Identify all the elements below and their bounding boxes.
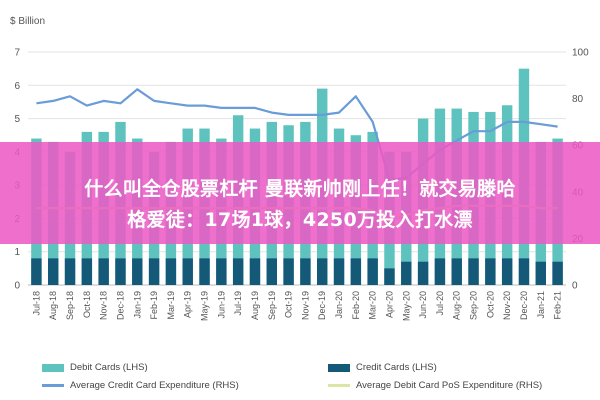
right-axis-tick-label: 100 bbox=[572, 48, 589, 59]
x-axis-tick-label: May-19 bbox=[200, 291, 210, 321]
bar-credit-cards bbox=[182, 258, 193, 285]
x-axis-tick-label: Nov-18 bbox=[99, 291, 109, 320]
legend-swatch-avg-debit bbox=[328, 384, 350, 387]
legend-label-avg-debit: Average Debit Card PoS Expenditure (RHS) bbox=[356, 380, 543, 391]
bar-credit-cards bbox=[417, 261, 429, 285]
legend-item-avg-debit: Average Debit Card PoS Expenditure (RHS) bbox=[328, 380, 542, 391]
x-axis-tick-label: Aug-18 bbox=[48, 291, 58, 320]
x-axis-tick-label: Nov-20 bbox=[502, 291, 512, 320]
legend-swatch-avg-credit bbox=[42, 384, 64, 387]
x-axis-tick-label: Sep-20 bbox=[469, 291, 479, 320]
left-axis-tick-label: 1 bbox=[14, 247, 20, 258]
legend-item-avg-credit: Average Credit Card Expenditure (RHS) bbox=[42, 380, 239, 391]
bar-credit-cards bbox=[401, 261, 412, 285]
legend-swatch-credit bbox=[328, 363, 350, 372]
left-axis-tick-label: 7 bbox=[14, 48, 20, 59]
bar-credit-cards bbox=[535, 261, 546, 285]
line-avg-credit-card-expenditure bbox=[36, 88, 558, 182]
bar-credit-cards bbox=[384, 268, 395, 285]
overlay-headline-line1: 什么叫全仓股票杠杆 曼联新帅刚上任！就交易滕哈 bbox=[84, 178, 516, 200]
left-axis-tick-label: 5 bbox=[14, 114, 20, 125]
x-axis-tick-label: Apr-20 bbox=[384, 291, 394, 318]
bar-credit-cards bbox=[552, 261, 563, 285]
x-axis-tick-label: Aug-20 bbox=[452, 291, 462, 320]
x-axis-tick-label: Mar-19 bbox=[166, 291, 176, 320]
bar-credit-cards bbox=[501, 258, 513, 285]
x-axis-tick-label: Jan-21 bbox=[536, 291, 546, 319]
bar-credit-cards bbox=[434, 258, 446, 285]
x-axis-tick-label: Dec-20 bbox=[519, 291, 529, 320]
legend-label-avg-credit: Average Credit Card Expenditure (RHS) bbox=[70, 380, 239, 391]
x-axis-tick-label: Mar-20 bbox=[368, 291, 378, 320]
bar-credit-cards bbox=[367, 258, 378, 285]
bar-credit-cards bbox=[199, 258, 210, 285]
bar-credit-cards bbox=[64, 258, 76, 285]
x-axis-tick-label: Oct-18 bbox=[82, 291, 92, 318]
legend-label-credit: Credit Cards (LHS) bbox=[356, 362, 437, 373]
bar-credit-cards bbox=[249, 258, 261, 285]
bar-credit-cards bbox=[98, 258, 109, 285]
bar-credit-cards bbox=[165, 258, 177, 285]
unit-label: $ Billion bbox=[10, 16, 45, 27]
legend: Debit Cards (LHS) Credit Cards (LHS) Ave… bbox=[0, 358, 600, 400]
x-axis-ticks: Jul-18 Aug-18 Sep-18 Oct-18 Nov-18 Dec-18 Jan-… bbox=[31, 291, 562, 321]
bar-credit-cards bbox=[518, 258, 530, 285]
bar-credit-cards bbox=[283, 258, 294, 285]
x-axis-tick-label: Sep-18 bbox=[65, 291, 75, 320]
bar-credit-cards bbox=[317, 258, 328, 285]
x-axis-tick-label: Sep-19 bbox=[267, 291, 277, 320]
x-axis-tick-label: Jul-18 bbox=[31, 291, 41, 316]
bar-credit-cards bbox=[451, 258, 462, 285]
bar-credit-cards bbox=[31, 258, 42, 285]
x-axis-tick-label: Feb-19 bbox=[149, 291, 159, 320]
x-axis-tick-label: Aug-19 bbox=[250, 291, 260, 320]
left-axis-tick-label: 6 bbox=[14, 81, 20, 92]
x-axis-tick-label: Feb-21 bbox=[553, 291, 563, 320]
right-axis-tick-label: 80 bbox=[572, 94, 584, 105]
left-axis-tick-label: 0 bbox=[14, 281, 20, 292]
x-axis-tick-label: Apr-19 bbox=[183, 291, 193, 318]
bar-credit-cards bbox=[300, 258, 311, 285]
bar-credit-cards bbox=[48, 258, 59, 285]
bar-credit-cards bbox=[468, 258, 479, 285]
x-axis-tick-label: Oct-20 bbox=[485, 291, 495, 318]
legend-label-debit: Debit Cards (LHS) bbox=[70, 362, 148, 373]
bar-credit-cards bbox=[266, 258, 277, 285]
x-axis-tick-label: Jan-19 bbox=[132, 291, 142, 319]
bar-credit-cards bbox=[81, 258, 93, 285]
x-axis-tick-label: Dec-19 bbox=[317, 291, 327, 320]
bar-credit-cards bbox=[232, 258, 244, 285]
right-axis-tick-label: 0 bbox=[572, 281, 578, 292]
x-axis-tick-label: Jan-20 bbox=[334, 291, 344, 319]
legend-swatch-debit bbox=[42, 363, 64, 372]
x-axis-tick-label: May-20 bbox=[401, 291, 411, 321]
bar-credit-cards bbox=[485, 258, 496, 285]
legend-item-debit: Debit Cards (LHS) bbox=[42, 362, 148, 373]
bar-credit-cards bbox=[333, 258, 345, 285]
x-axis-tick-label: Oct-19 bbox=[284, 291, 294, 318]
bar-credit-cards bbox=[115, 258, 126, 285]
legend-item-credit: Credit Cards (LHS) bbox=[328, 362, 437, 373]
x-axis-tick-label: Dec-18 bbox=[115, 291, 125, 320]
overlay-banner: 什么叫全仓股票杠杆 曼联新帅刚上任！就交易滕哈 格爱徒：17场1球，4250万投… bbox=[0, 142, 600, 244]
bar-credit-cards bbox=[350, 258, 362, 285]
x-axis-tick-label: Jun-19 bbox=[216, 291, 226, 319]
x-axis-tick-label: Nov-19 bbox=[300, 291, 310, 320]
x-axis-tick-label: Feb-20 bbox=[351, 291, 361, 320]
bar-credit-cards bbox=[216, 258, 227, 285]
overlay-headline-line2: 格爱徒：17场1球，4250万投入打水漂 bbox=[127, 209, 473, 231]
bar-credit-cards bbox=[132, 258, 143, 285]
bar-credit-cards bbox=[148, 258, 160, 285]
x-axis-tick-label: Jun-20 bbox=[418, 291, 428, 319]
x-axis-tick-label: Jul-20 bbox=[435, 291, 445, 316]
x-axis-tick-label: Jul-19 bbox=[233, 291, 243, 316]
